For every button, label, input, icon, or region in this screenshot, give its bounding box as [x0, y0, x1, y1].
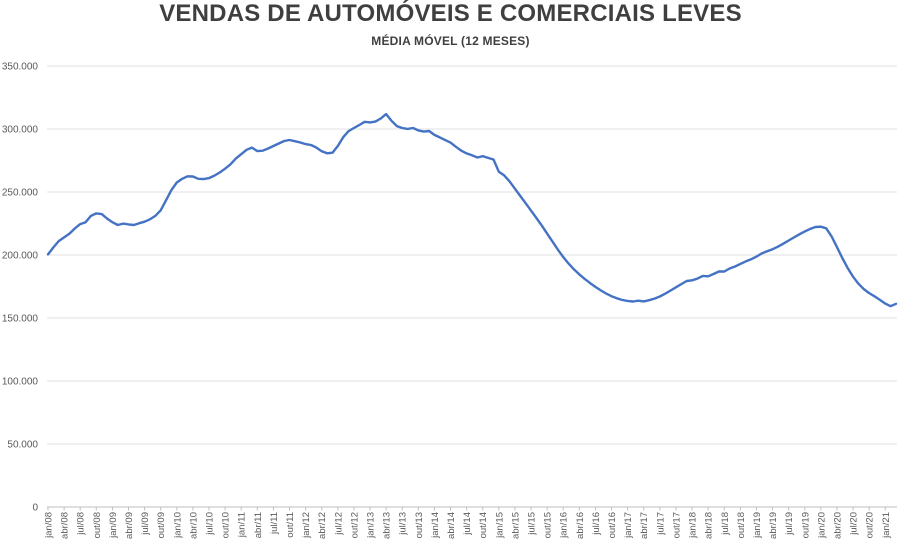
- y-tick-label: 100.000: [2, 377, 39, 388]
- gridlines: [47, 65, 897, 508]
- x-tick-label: jul/12: [333, 512, 344, 536]
- x-tick-label: abr/11: [253, 512, 264, 538]
- x-tick-label: jul/09: [140, 512, 151, 536]
- series-line-group: [46, 112, 898, 308]
- x-tick-label: jan/16: [559, 512, 570, 539]
- x-tick-label: out/20: [865, 512, 876, 538]
- x-tick-label: out/12: [349, 512, 360, 538]
- x-tick-label: jan/21: [881, 512, 892, 539]
- x-tick-label: out/08: [92, 512, 103, 538]
- x-tick-label: jul/13: [398, 512, 409, 536]
- y-tick-label: 350.000: [2, 62, 39, 73]
- sales-series-line: [46, 112, 898, 308]
- x-tick-label: out/11: [285, 512, 296, 538]
- x-tick-label: out/14: [478, 512, 489, 538]
- x-tick-label: abr/12: [317, 512, 328, 539]
- x-tick-label: out/09: [156, 512, 167, 538]
- y-tick-label: 200.000: [2, 251, 39, 262]
- chart-title: VENDAS DE AUTOMÓVEIS E COMERCIAIS LEVES: [159, 0, 742, 27]
- chart-subtitle: MÉDIA MÓVEL (12 MESES): [371, 34, 530, 48]
- x-tick-label: abr/14: [446, 512, 457, 539]
- x-axis-ticks: [47, 507, 886, 511]
- x-tick-label: abr/15: [510, 512, 521, 539]
- x-tick-label: abr/08: [60, 512, 71, 539]
- x-tick-label: jan/09: [108, 512, 119, 539]
- x-tick-label: out/17: [671, 512, 682, 538]
- x-tick-label: abr/17: [639, 512, 650, 539]
- x-tick-label: jan/17: [623, 512, 634, 539]
- x-tick-label: out/15: [543, 512, 554, 538]
- x-tick-label: jul/15: [527, 512, 538, 536]
- x-tick-label: jul/10: [205, 512, 216, 536]
- x-tick-label: out/10: [221, 512, 232, 538]
- x-tick-label: jul/18: [720, 512, 731, 536]
- x-tick-label: jan/13: [366, 512, 377, 539]
- y-axis-labels: 0 50.000 100.000 150.000 200.000 250.000 300.0…: [2, 62, 39, 514]
- x-tick-label: abr/19: [768, 512, 779, 539]
- x-tick-label: jul/16: [591, 512, 602, 536]
- x-tick-label: out/19: [800, 512, 811, 538]
- y-tick-label: 300.000: [2, 125, 39, 136]
- x-tick-label: abr/09: [124, 512, 135, 539]
- y-tick-label: 150.000: [2, 314, 39, 325]
- x-tick-label: out/16: [607, 512, 618, 538]
- y-tick-label: 50.000: [7, 440, 38, 451]
- x-tick-label: jul/11: [269, 512, 280, 535]
- x-tick-label: jan/20: [816, 512, 827, 539]
- y-tick-label: 0: [32, 503, 38, 514]
- x-tick-label: jan/15: [494, 512, 505, 539]
- x-tick-label: jul/19: [784, 512, 795, 536]
- x-tick-label: abr/20: [832, 512, 843, 539]
- x-tick-label: jul/17: [655, 512, 666, 536]
- x-tick-label: jan/14: [430, 512, 441, 539]
- x-tick-label: jul/14: [462, 512, 473, 536]
- x-axis-labels: jan/08 abr/08 jul/08 out/08 jan/09 abr/09 jul/…: [44, 512, 892, 539]
- x-tick-label: jan/19: [752, 512, 763, 539]
- x-tick-label: jan/12: [301, 512, 312, 539]
- y-tick-label: 250.000: [2, 188, 39, 199]
- x-tick-label: jul/08: [76, 512, 87, 536]
- x-tick-label: jan/18: [688, 512, 699, 539]
- x-tick-label: jan/08: [44, 512, 55, 539]
- x-tick-label: out/18: [736, 512, 747, 538]
- x-tick-label: out/13: [414, 512, 425, 538]
- x-tick-label: abr/18: [704, 512, 715, 539]
- x-tick-label: jan/10: [172, 512, 183, 539]
- x-tick-label: abr/10: [188, 512, 199, 539]
- x-tick-label: jan/11: [237, 512, 248, 538]
- x-tick-label: abr/16: [575, 512, 586, 539]
- x-tick-label: abr/13: [382, 512, 393, 539]
- x-tick-label: jul/20: [849, 512, 860, 536]
